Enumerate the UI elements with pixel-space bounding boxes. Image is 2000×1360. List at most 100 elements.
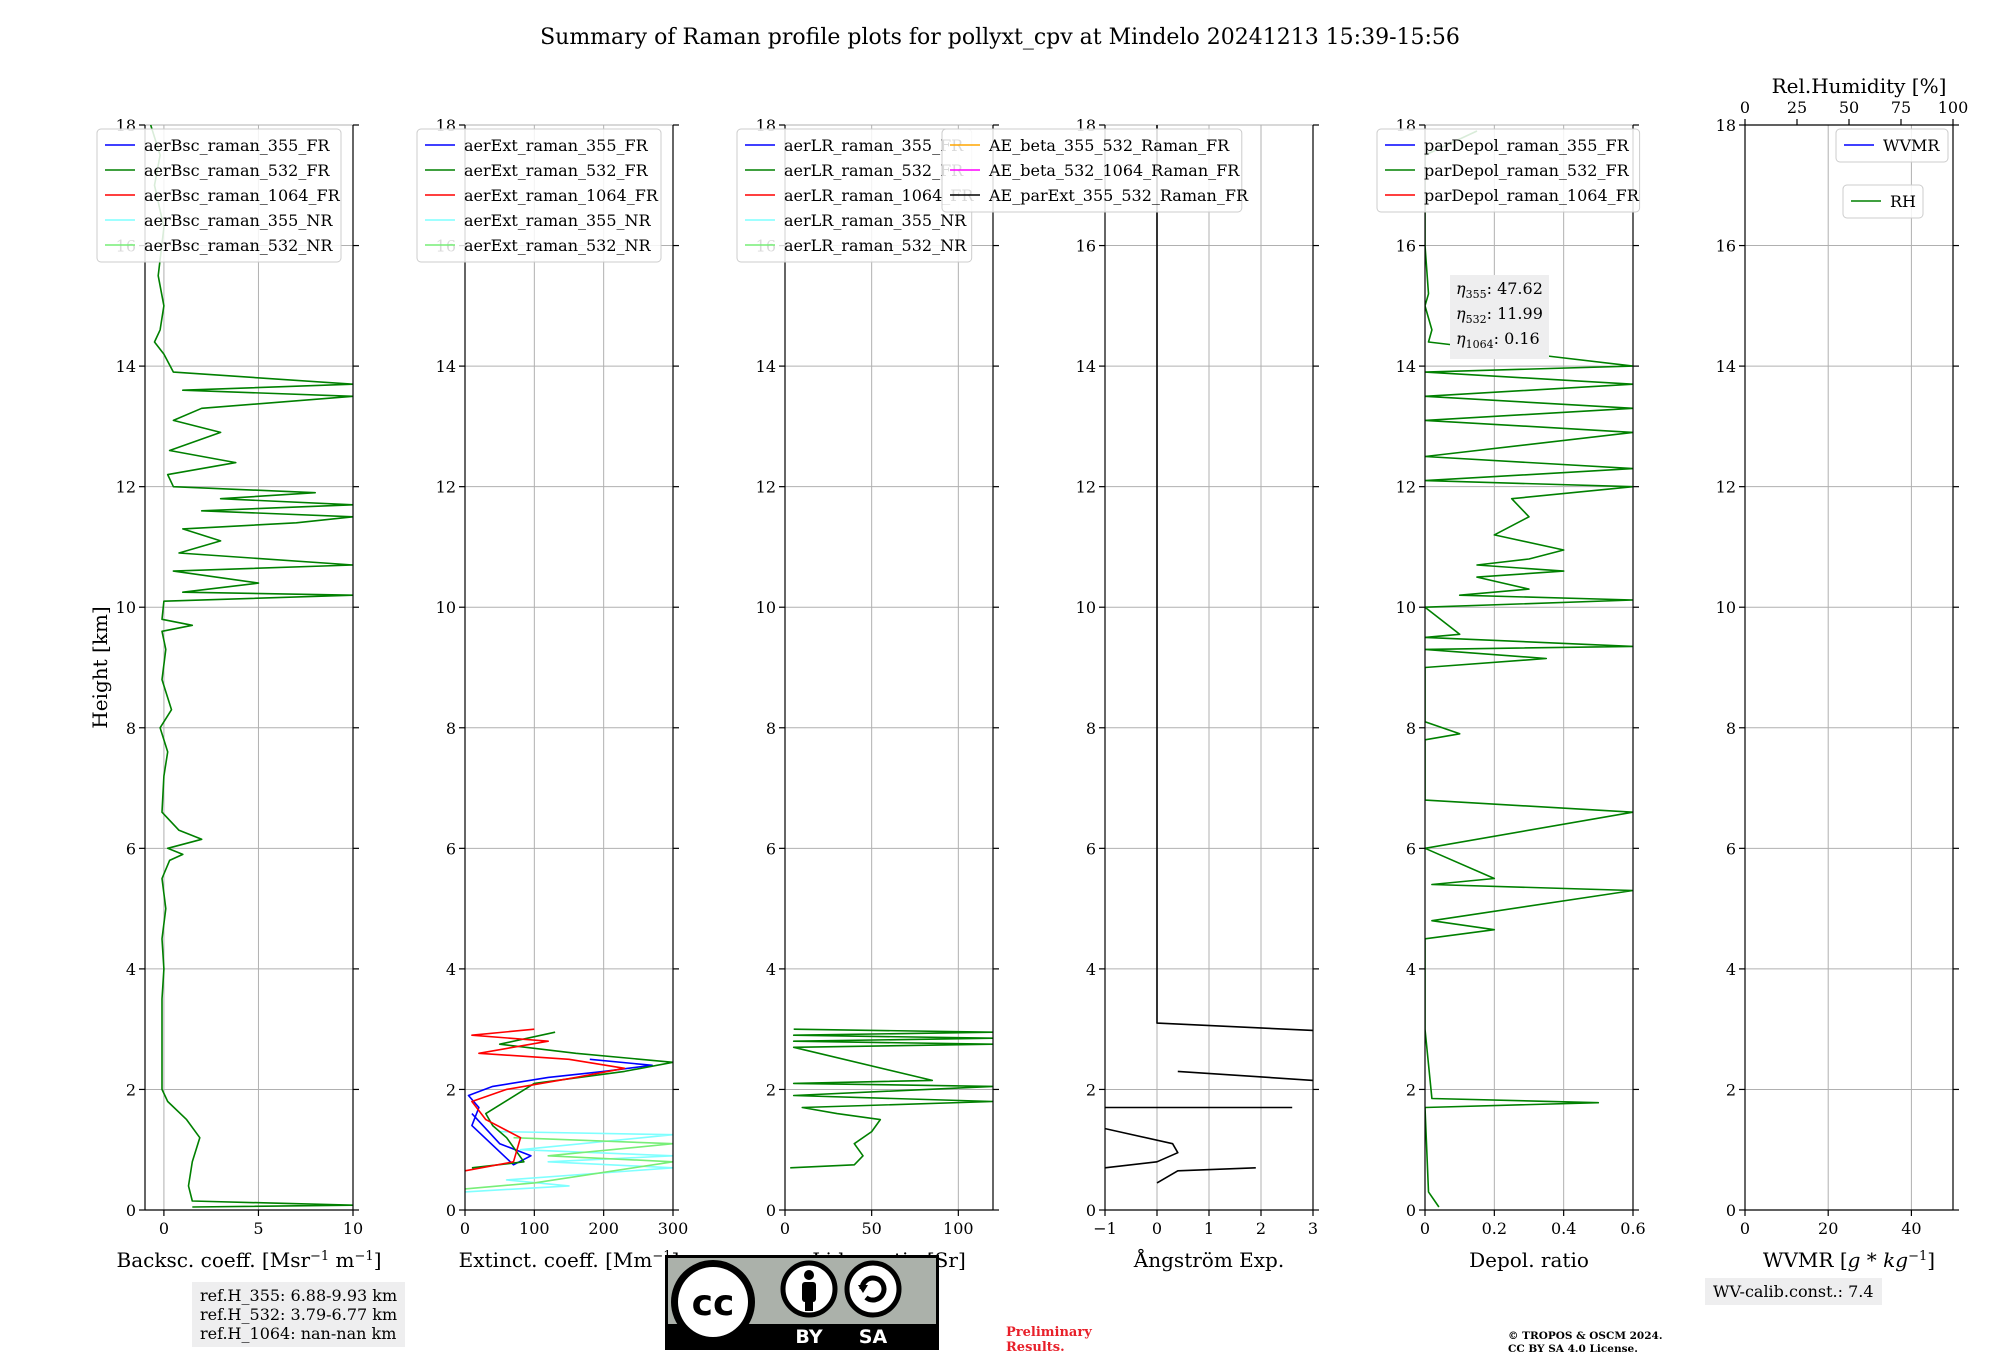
y-tick-label: 10 [1076, 598, 1096, 617]
preliminary-note: Preliminary Results. [1006, 1325, 1092, 1355]
top-x-tick-label: 0 [1740, 98, 1750, 117]
legend-entry: parDepol_raman_355_FR [1424, 136, 1630, 155]
wv-calib-const: WV-calib.const.: 7.4 [1713, 1282, 1874, 1301]
y-tick-label: 8 [446, 719, 456, 738]
y-tick-label: 4 [126, 960, 136, 979]
y-tick-label: 12 [756, 478, 776, 497]
x-axis-label-part: −1 [1908, 1249, 1927, 1264]
ref-h-355: ref.H_355: 6.88-9.93 km [200, 1286, 398, 1305]
legend-entry: aerExt_raman_532_FR [464, 161, 649, 180]
x-tick-label: 2 [1256, 1219, 1266, 1238]
legend-entry: aerBsc_raman_355_FR [144, 136, 330, 155]
legend-entry: WVMR [1883, 136, 1940, 155]
y-tick-label: 4 [1726, 960, 1736, 979]
x-tick-label: 0 [1740, 1219, 1750, 1238]
x-axis-label-part: Backsc. coeff. [Msr [117, 1248, 311, 1272]
y-tick-label: 10 [436, 598, 456, 617]
y-tick-label: 0 [126, 1201, 136, 1220]
legend: aerExt_raman_355_FR aerExt_raman_532_FRae… [416, 128, 662, 263]
y-tick-label: 2 [1726, 1080, 1736, 1099]
series-line-2 [465, 1136, 673, 1190]
y-tick-label: 12 [116, 478, 136, 497]
y-tick-label: 0 [1406, 1201, 1416, 1220]
series-line-1 [465, 1130, 673, 1193]
legend-entry: aerExt_raman_1064_FR [464, 186, 659, 205]
eta-532: η532: 11.99 [1456, 304, 1543, 327]
legend-entry: aerLR_raman_1064_FR [784, 186, 974, 205]
ref-height-info: ref.H_355: 6.88-9.93 km ref.H_532: 3.79-… [192, 1282, 406, 1347]
y-tick-label: 10 [1716, 598, 1736, 617]
y-tick-label: 2 [766, 1080, 776, 1099]
y-tick-label: 12 [1396, 478, 1416, 497]
x-axis-label-part: Ångström Exp. [1133, 1247, 1284, 1272]
x-axis-label-part: WVMR [ [1763, 1248, 1848, 1272]
legend: RH [1842, 184, 1924, 219]
y-tick-label: 14 [116, 357, 136, 376]
x-axis-label-part: −1 [310, 1249, 329, 1264]
x-tick-label: 0 [159, 1219, 169, 1238]
y-tick-label: 10 [1396, 598, 1416, 617]
chart-panel-2: 0246810121416180100200300Extinct. coeff.… [416, 116, 688, 1272]
x-axis-label: Ångström Exp. [1133, 1247, 1284, 1272]
series-line-4 [471, 1031, 673, 1169]
y-tick-label: 8 [1726, 719, 1736, 738]
y-tick-label: 0 [766, 1201, 776, 1220]
y-tick-label: 2 [446, 1080, 456, 1099]
series-group [465, 1028, 673, 1193]
y-tick-label: 16 [1716, 237, 1736, 256]
legend-entry: aerExt_raman_532_NR [464, 236, 652, 255]
legend: AE_beta_355_532_Raman_FR AE_beta_532_1064… [941, 128, 1249, 213]
series-line-5 [1156, 1167, 1256, 1184]
x-tick-label: 3 [1308, 1219, 1318, 1238]
chart-panel-3: 024681012141618050100Lidar ratio [Sr]aer… [736, 116, 999, 1272]
y-tick-label: 4 [1086, 960, 1096, 979]
x-tick-label: 0 [1420, 1219, 1430, 1238]
series-line-1 [149, 125, 353, 1208]
legend: aerLR_raman_355_FR aerLR_raman_532_FR aerL… [736, 128, 974, 263]
legend-entry: aerLR_raman_355_FR [784, 136, 964, 155]
x-axis-label-part: ] [374, 1248, 382, 1272]
x-axis-label-part: Depol. ratio [1469, 1248, 1589, 1272]
x-tick-label: 100 [943, 1219, 974, 1238]
series-group [790, 1028, 993, 1169]
y-tick-label: 8 [1406, 719, 1416, 738]
y-tick-label: 0 [446, 1201, 456, 1220]
figure-title: Summary of Raman profile plots for polly… [540, 25, 1460, 50]
legend-entry: aerExt_raman_355_NR [464, 211, 652, 230]
y-tick-label: 6 [766, 839, 776, 858]
y-tick-label: 6 [1406, 839, 1416, 858]
legend-entry: aerBsc_raman_532_FR [144, 161, 330, 180]
eta-355: η355: 47.62 [1456, 279, 1543, 302]
series-group [1105, 125, 1313, 1184]
y-tick-label: 4 [766, 960, 776, 979]
y-tick-label: 14 [436, 357, 456, 376]
eta-info: η355: 47.62 η532: 11.99 η1064: 0.16 [1450, 275, 1549, 359]
y-tick-label: 16 [1076, 237, 1096, 256]
legend-entry: aerBsc_raman_1064_FR [144, 186, 341, 205]
y-tick-label: 12 [1716, 478, 1736, 497]
y-tick-label: 14 [1716, 357, 1736, 376]
top-x-axis-label: Rel.Humidity [%] [1772, 74, 1947, 98]
legend-entry: AE_beta_355_532_Raman_FR [988, 136, 1230, 155]
x-axis-label: Backsc. coeff. [Msr−1 m−1] [117, 1248, 382, 1272]
series-line-4 [1105, 1127, 1179, 1169]
by-label: BY [795, 1326, 822, 1348]
x-axis-label: WVMR [g * kg−1] [1763, 1248, 1935, 1272]
top-x-tick-label: 75 [1891, 98, 1911, 117]
wv-calib-info: WV-calib.const.: 7.4 [1705, 1278, 1882, 1305]
legend-entry: RH [1890, 192, 1916, 211]
y-tick-label: 6 [446, 839, 456, 858]
x-axis-label: Extinct. coeff. [Mm−1] [459, 1248, 680, 1272]
legend-entry: aerLR_raman_355_NR [784, 211, 967, 230]
x-tick-label: 100 [519, 1219, 550, 1238]
legend-entry: aerExt_raman_355_FR [464, 136, 649, 155]
legend: parDepol_raman_355_FR parDepol_raman_532_… [1376, 128, 1641, 213]
y-tick-label: 2 [1086, 1080, 1096, 1099]
x-tick-label: 40 [1901, 1219, 1921, 1238]
x-tick-label: 20 [1818, 1219, 1838, 1238]
x-axis-label-part: g * kg [1848, 1248, 1908, 1272]
y-tick-label: 6 [1726, 839, 1736, 858]
ref-h-532: ref.H_532: 3.79-6.77 km [200, 1305, 398, 1324]
